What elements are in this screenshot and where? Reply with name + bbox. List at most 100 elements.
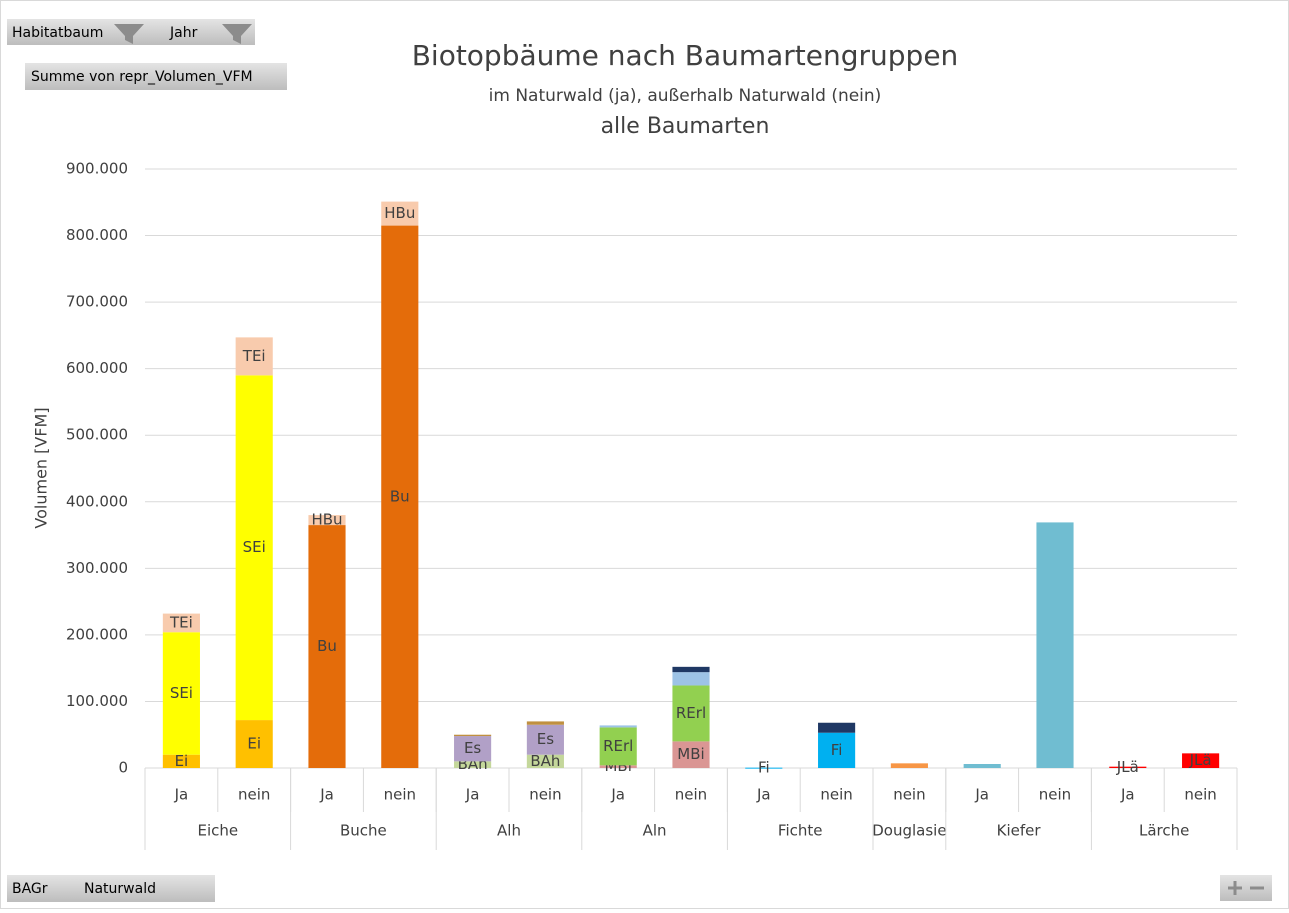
filter-icon[interactable] bbox=[114, 24, 144, 44]
segment-label: Fi bbox=[831, 741, 843, 759]
x-group-label: Alh bbox=[497, 822, 521, 840]
segment-label: RErl bbox=[603, 737, 633, 755]
bar-segment bbox=[526, 724, 564, 755]
x-group-label: Aln bbox=[643, 822, 667, 840]
axis-field[interactable]: BAGr bbox=[12, 881, 48, 897]
y-tick-label: 100.000 bbox=[66, 692, 128, 710]
value-field-button[interactable] bbox=[25, 63, 287, 90]
segment-label: Es bbox=[537, 730, 554, 748]
x-group-label: Buche bbox=[340, 822, 387, 840]
y-tick-label: 500.000 bbox=[66, 426, 128, 444]
segment-label: RErl bbox=[676, 704, 706, 722]
x-tick-label: nein bbox=[529, 786, 561, 804]
filter-icon[interactable] bbox=[222, 24, 252, 44]
plus-minus-icons[interactable] bbox=[1228, 881, 1264, 895]
y-tick-label: 400.000 bbox=[66, 492, 128, 510]
segment-label: TEi bbox=[169, 613, 193, 631]
y-axis-label: Volumen [VFM] bbox=[32, 407, 51, 528]
bar-segment bbox=[235, 375, 273, 721]
x-tick-label: Ja bbox=[1120, 786, 1135, 804]
x-tick-label: nein bbox=[238, 786, 270, 804]
x-group-label: Lärche bbox=[1139, 822, 1189, 840]
x-tick-label: nein bbox=[1039, 786, 1071, 804]
segment-label: Es bbox=[464, 739, 481, 757]
segment-label: MBi bbox=[677, 745, 704, 763]
x-tick-label: nein bbox=[893, 786, 925, 804]
filter-field[interactable]: Jahr bbox=[169, 25, 198, 41]
bar-segment bbox=[963, 764, 1001, 768]
bar-segment bbox=[454, 761, 492, 768]
bar-segment bbox=[1182, 753, 1220, 768]
segment-label: JLä bbox=[1116, 758, 1139, 776]
segment-label: Bu bbox=[390, 487, 410, 505]
segment-label: TEi bbox=[242, 347, 266, 365]
bar-segment bbox=[162, 613, 200, 633]
filter-field[interactable]: Habitatbaum bbox=[12, 25, 103, 41]
y-tick-label: 200.000 bbox=[66, 625, 128, 643]
bar-segment bbox=[599, 725, 637, 728]
x-tick-label: nein bbox=[675, 786, 707, 804]
x-tick-label: Ja bbox=[610, 786, 625, 804]
x-group-label: Eiche bbox=[197, 822, 238, 840]
chart-subtitle: alle Baumarten bbox=[601, 114, 770, 139]
value-field[interactable]: Summe von repr_Volumen_VFM bbox=[31, 69, 253, 85]
segment-label: SEi bbox=[243, 538, 266, 556]
x-tick-label: Ja bbox=[319, 786, 334, 804]
bar-segment bbox=[526, 721, 564, 725]
segment-label: HBu bbox=[384, 204, 415, 222]
expand-collapse-buttons[interactable] bbox=[1220, 875, 1272, 901]
x-group-label: Douglasie bbox=[872, 822, 946, 840]
x-group-label: Kiefer bbox=[997, 822, 1042, 840]
segment-label: Fi bbox=[758, 758, 770, 776]
segment-label: JLä bbox=[1189, 751, 1212, 769]
bar-segment bbox=[454, 736, 492, 762]
x-tick-label: Ja bbox=[174, 786, 189, 804]
x-tick-label: Ja bbox=[756, 786, 771, 804]
y-tick-label: 900.000 bbox=[66, 160, 128, 178]
bar-segment bbox=[672, 741, 710, 768]
bar-segment bbox=[235, 337, 273, 376]
bar-segment bbox=[1109, 766, 1147, 768]
x-tick-label: nein bbox=[1184, 786, 1216, 804]
bar-segment bbox=[672, 672, 710, 686]
bar-segment bbox=[162, 754, 200, 768]
segment-label: BAh bbox=[530, 752, 560, 770]
bar-segment bbox=[599, 765, 637, 768]
x-tick-label: Ja bbox=[465, 786, 480, 804]
segment-label: HBu bbox=[311, 511, 342, 529]
chart-subtitle: im Naturwald (ja), außerhalb Naturwald (… bbox=[489, 86, 882, 106]
x-tick-label: nein bbox=[384, 786, 416, 804]
bar-segment bbox=[162, 632, 200, 755]
segment-label: Ei bbox=[175, 752, 189, 770]
bar-segment bbox=[818, 732, 856, 768]
bar-segment bbox=[381, 225, 419, 769]
segment-label: Ei bbox=[247, 735, 261, 753]
axis-field-bar[interactable] bbox=[7, 875, 215, 902]
y-tick-label: 700.000 bbox=[66, 293, 128, 311]
bar-segment bbox=[308, 515, 346, 526]
segment-label: SEi bbox=[170, 684, 193, 702]
bar-segment bbox=[890, 763, 928, 768]
y-tick-label: 800.000 bbox=[66, 226, 128, 244]
bar-segment bbox=[454, 734, 492, 737]
y-tick-label: 600.000 bbox=[66, 359, 128, 377]
x-tick-label: nein bbox=[820, 786, 852, 804]
x-tick-label: Ja bbox=[974, 786, 989, 804]
bar-segment bbox=[672, 666, 710, 673]
bar-segment bbox=[745, 767, 783, 769]
x-group-label: Fichte bbox=[778, 822, 823, 840]
y-tick-label: 0 bbox=[118, 759, 128, 777]
y-tick-label: 300.000 bbox=[66, 559, 128, 577]
axis-field[interactable]: Naturwald bbox=[84, 881, 156, 897]
bar-segment bbox=[1036, 522, 1074, 768]
bar-segment bbox=[526, 754, 564, 768]
bar-segment bbox=[599, 727, 637, 766]
bar-segment bbox=[818, 722, 856, 733]
bar-segment bbox=[381, 201, 419, 226]
chart-title: Biotopbäume nach Baumartengruppen bbox=[412, 39, 959, 72]
bar-segment bbox=[308, 525, 346, 768]
bar-segment bbox=[235, 720, 273, 768]
